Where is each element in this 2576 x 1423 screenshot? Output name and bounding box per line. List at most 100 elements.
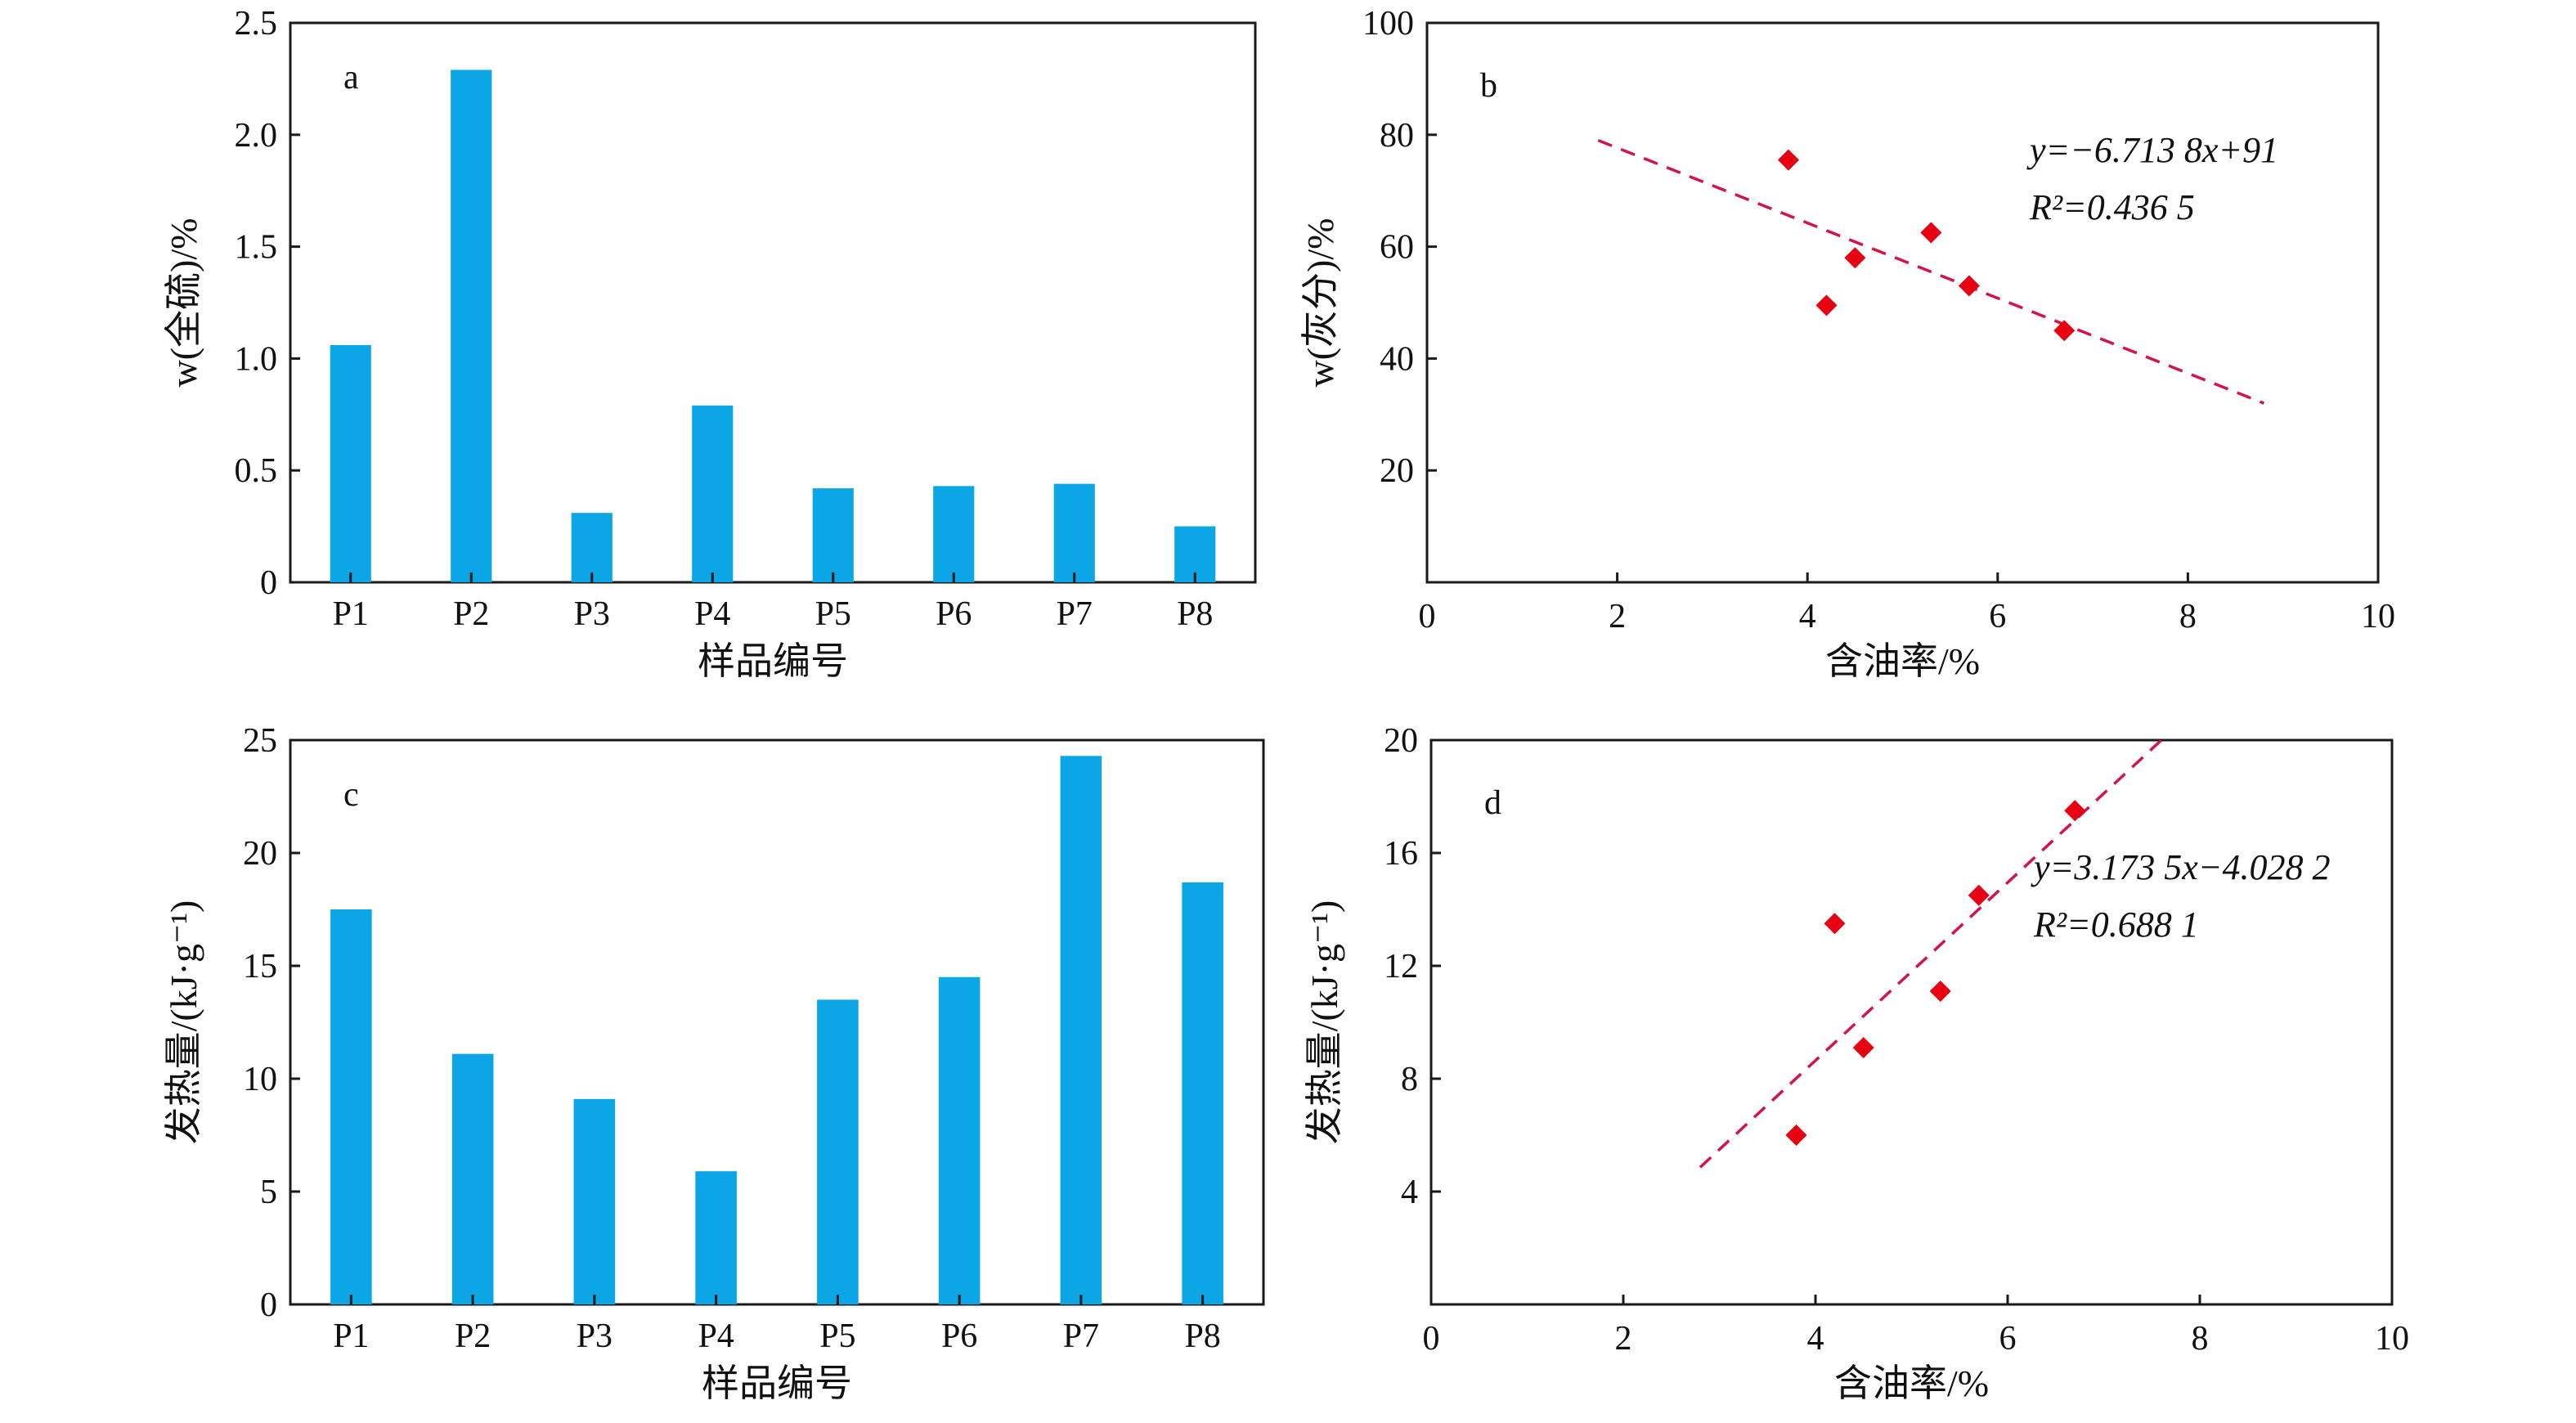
- y-tick-label-c-3: 15: [243, 948, 277, 985]
- y-tick-label-b-1: 40: [1380, 340, 1414, 378]
- panel-b-ash-scatter-chart: 20 40 60 80 100 w(灰分)/% 0 2 4 6 8 10 含油率/% y=−6.713 8…: [1299, 5, 2395, 682]
- bar-c-p1: [330, 909, 372, 1304]
- y-tick-label-d-2: 12: [1384, 948, 1418, 985]
- data-point-b-2: [1844, 247, 1866, 269]
- y-axis-label-a: w(全硫)/%: [163, 218, 204, 388]
- equation-d: y=3.173 5x−4.028 2: [2031, 847, 2330, 887]
- x-tick-label-d-5: 10: [2375, 1320, 2409, 1358]
- bar-a-p4: [692, 405, 734, 582]
- x-tick-label-b-1: 2: [1609, 598, 1626, 635]
- panel-d-calorific-scatter-chart: 4 8 12 16 20 发热量/(kJ·g⁻¹) 0 2 4 6 8 10 含油率/% y=3.173 …: [1304, 722, 2409, 1404]
- x-tick-label-c-p7: P7: [1063, 1318, 1099, 1355]
- trend-line-d: [1699, 738, 2163, 1169]
- y-tick-label-d-1: 8: [1401, 1061, 1418, 1098]
- x-tick-label-b-2: 4: [1799, 598, 1816, 635]
- bar-a-p3: [571, 513, 613, 582]
- x-tick-label-a-p4: P4: [694, 595, 730, 633]
- trend-line-b: [1597, 139, 2265, 405]
- data-point-d-2: [1852, 1037, 1874, 1059]
- x-tick-label-a-p3: P3: [574, 595, 610, 633]
- x-axis-label-a: 样品编号: [698, 640, 848, 682]
- x-tick-label-a-p6: P6: [936, 595, 972, 633]
- y-tick-label-b-2: 60: [1380, 229, 1414, 267]
- bar-a-p1: [330, 344, 371, 582]
- data-point-b-0: [1777, 149, 1799, 171]
- y-tick-label-b-3: 80: [1380, 117, 1414, 155]
- y-tick-label-a-4: 2.0: [235, 117, 278, 155]
- plot-frame-b: [1425, 21, 2380, 584]
- y-tick-label-d-3: 16: [1384, 835, 1418, 873]
- x-tick-label-d-1: 2: [1615, 1320, 1632, 1358]
- y-axis-label-c: 发热量/(kJ·g⁻¹): [163, 900, 204, 1145]
- bar-c-p8: [1182, 882, 1223, 1304]
- x-tick-label-b-4: 8: [2179, 598, 2197, 635]
- x-tick-label-a-p5: P5: [815, 595, 851, 633]
- x-tick-label-b-0: 0: [1419, 598, 1436, 635]
- r-squared-d: R²=0.688 1: [2033, 905, 2199, 945]
- x-tick-label-b-3: 6: [1989, 598, 2006, 635]
- x-axis-label-d: 含油率/%: [1834, 1362, 1989, 1404]
- x-tick-label-c-p4: P4: [698, 1318, 734, 1355]
- y-tick-label-a-3: 1.5: [235, 229, 278, 267]
- x-tick-label-c-p1: P1: [333, 1318, 369, 1355]
- data-point-b-5: [2053, 320, 2076, 342]
- x-tick-label-a-p8: P8: [1177, 595, 1213, 633]
- y-tick-label-c-4: 20: [243, 835, 277, 873]
- y-tick-label-a-2: 1.0: [235, 340, 278, 378]
- x-axis-label-c: 样品编号: [702, 1362, 852, 1404]
- bar-c-p5: [817, 999, 859, 1304]
- x-tick-label-b-5: 10: [2361, 598, 2395, 635]
- bar-c-p2: [451, 1053, 494, 1304]
- x-tick-label-a-p1: P1: [333, 595, 369, 633]
- panel-label-b: b: [1480, 67, 1497, 105]
- panel-label-c: c: [343, 776, 359, 814]
- bar-c-p6: [938, 976, 981, 1304]
- x-tick-label-d-0: 0: [1423, 1320, 1440, 1358]
- y-tick-label-a-5: 2.5: [235, 5, 278, 43]
- x-tick-label-d-3: 6: [1999, 1320, 2017, 1358]
- y-tick-label-b-0: 20: [1380, 452, 1414, 490]
- plot-frame-c: [289, 738, 1265, 1306]
- bar-a-p5: [812, 488, 854, 582]
- x-axis-label-b: 含油率/%: [1825, 640, 1980, 682]
- data-point-b-4: [1958, 275, 1980, 297]
- y-tick-label-d-4: 20: [1384, 722, 1418, 760]
- x-tick-label-a-p7: P7: [1057, 595, 1093, 633]
- y-tick-label-d-0: 4: [1401, 1174, 1418, 1211]
- data-point-d-0: [1785, 1124, 1807, 1146]
- data-point-d-5: [2064, 800, 2086, 822]
- data-point-b-1: [1815, 294, 1838, 316]
- plot-frame-d: [1429, 738, 2394, 1306]
- panel-label-a: a: [343, 59, 359, 97]
- bar-a-p2: [451, 70, 492, 583]
- x-tick-label-c-p2: P2: [455, 1318, 491, 1355]
- bar-a-p7: [1053, 483, 1095, 582]
- plot-frame-a: [289, 21, 1257, 584]
- x-tick-label-c-p3: P3: [577, 1318, 613, 1355]
- y-axis-label-b: w(灰分)/%: [1299, 218, 1341, 388]
- data-point-d-1: [1824, 913, 1846, 935]
- bar-a-p6: [933, 486, 975, 582]
- bar-c-p4: [695, 1171, 737, 1304]
- y-axis-label-d: 发热量/(kJ·g⁻¹): [1304, 900, 1345, 1145]
- equation-b: y=−6.713 8x+91: [2026, 130, 2278, 170]
- x-tick-label-a-p2: P2: [453, 595, 489, 633]
- x-tick-label-c-p8: P8: [1184, 1318, 1220, 1355]
- y-tick-label-b-4: 100: [1362, 5, 1414, 43]
- y-tick-label-a-0: 0: [260, 564, 277, 602]
- x-tick-label-c-p6: P6: [941, 1318, 977, 1355]
- data-point-d-4: [1968, 884, 1990, 906]
- y-tick-label-c-1: 5: [260, 1174, 277, 1211]
- bar-c-p7: [1060, 756, 1102, 1304]
- panel-label-d: d: [1484, 784, 1501, 822]
- panel-a-sulfur-bar-chart: 0 0.5 1.0 1.5 2.0 2.5 w(全硫)/% P1 P2 P3 P4 P5 P6 P7 P8 样…: [163, 5, 1257, 682]
- x-tick-label-d-2: 4: [1807, 1320, 1824, 1358]
- r-squared-b: R²=0.436 5: [2029, 187, 2195, 227]
- panel-c-calorific-bar-chart: 0 5 10 15 20 25 发热量/(kJ·g⁻¹) P1 P2 P3 P4 P5 P6 P7 P8 样品…: [163, 722, 1265, 1404]
- y-tick-label-a-1: 0.5: [235, 452, 278, 490]
- data-point-b-3: [1920, 222, 1942, 244]
- x-tick-label-d-4: 8: [2192, 1320, 2209, 1358]
- y-tick-label-c-2: 10: [243, 1061, 277, 1098]
- y-tick-label-c-5: 25: [243, 722, 277, 760]
